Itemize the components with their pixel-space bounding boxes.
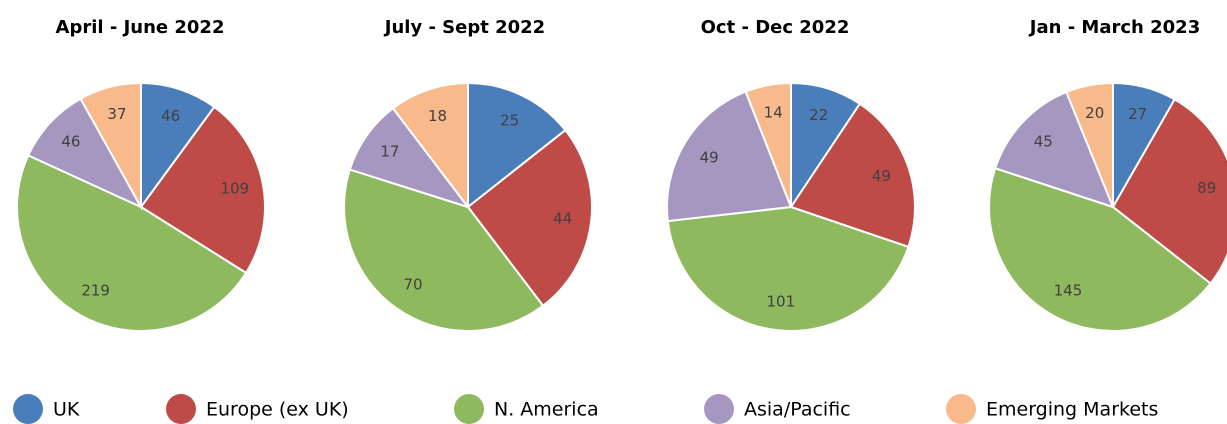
data-label: 20 (1085, 104, 1104, 122)
chart-title: April - June 2022 (56, 17, 225, 38)
data-label: 101 (766, 292, 795, 310)
data-label: 37 (107, 105, 126, 123)
data-label: 145 (1054, 282, 1083, 300)
legend-label: UK (53, 399, 80, 421)
legend-swatch (704, 394, 734, 424)
pie-slice (666, 90, 793, 223)
legend-swatch (13, 394, 43, 424)
data-label: 22 (809, 106, 828, 124)
pie-slice (988, 166, 1212, 332)
legend-label: N. America (494, 399, 599, 421)
legend-swatch (946, 394, 976, 424)
pie-slice (1065, 81, 1114, 208)
legend-label: Emerging Markets (986, 399, 1158, 421)
data-label: 219 (81, 282, 110, 300)
data-label: 49 (872, 167, 891, 185)
pie-slice (139, 105, 266, 275)
data-label: 27 (1128, 105, 1147, 123)
data-label: 45 (1034, 132, 1053, 150)
data-label: 109 (220, 180, 249, 198)
pie-slice (789, 102, 916, 249)
pie-slice (467, 81, 567, 210)
pie-slice (343, 168, 545, 332)
chart-title: Jan - March 2023 (1028, 17, 1200, 38)
data-label: 25 (500, 112, 519, 130)
pie-slice (666, 205, 910, 332)
data-label: 17 (380, 142, 399, 160)
data-label: 89 (1197, 179, 1216, 197)
pie-slice (391, 81, 469, 210)
chart-title: July - Sept 2022 (383, 17, 545, 38)
pie-slice (79, 81, 142, 211)
data-label: 44 (553, 210, 572, 228)
data-label: 46 (61, 133, 80, 151)
pie-slice (348, 106, 471, 209)
legend-swatch (454, 394, 484, 424)
data-label: 14 (764, 104, 783, 122)
pie-slice (1111, 98, 1227, 285)
data-label: 46 (161, 107, 180, 125)
legend-label: Asia/Pacific (744, 399, 851, 421)
pie-slice (466, 128, 593, 308)
legend-label: Europe (ex UK) (206, 399, 349, 421)
pie-slice (140, 81, 216, 211)
pie-slice (26, 97, 144, 210)
data-label: 70 (403, 276, 422, 294)
data-label: 49 (700, 148, 719, 166)
data-label: 18 (428, 107, 447, 125)
legend-swatch (166, 394, 196, 424)
pie-slice (993, 90, 1115, 209)
pie-slice (16, 154, 248, 332)
chart-title: Oct - Dec 2022 (701, 17, 850, 38)
pie-slice (744, 81, 792, 208)
